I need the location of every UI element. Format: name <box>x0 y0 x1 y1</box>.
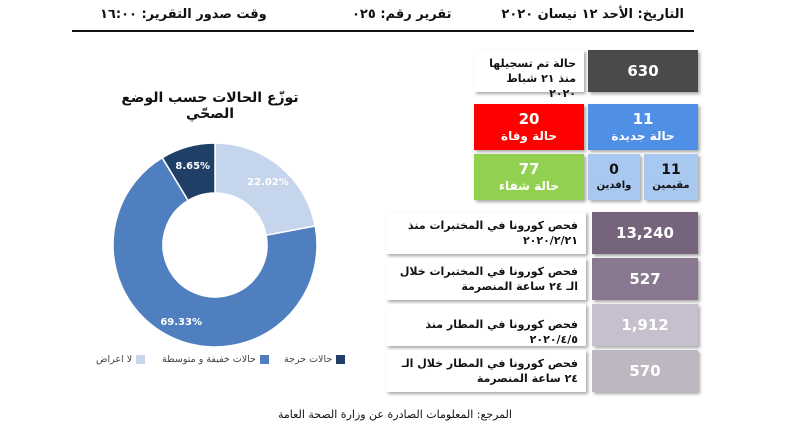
lab-tests-total-label: فحص كورونا في المختبرات منذ ٢٠٢٠/٢/٢١ <box>386 212 586 254</box>
arrivals-card: 0 وافدين <box>588 154 640 200</box>
legend-swatch <box>136 355 146 364</box>
lab-tests-24h-value: 527 <box>592 258 698 300</box>
legend-label: لا اعراض <box>96 354 133 365</box>
total-cases-value: 630 <box>588 50 698 92</box>
source-footnote: المرجع: المعلومات الصادرة عن وزارة الصحة… <box>278 408 512 421</box>
legend-swatch <box>259 355 269 364</box>
report-date: التاريخ: الأحد ١٢ نيسان ٢٠٢٠ <box>501 7 684 22</box>
chart-title: توزّع الحالات حسب الوضع الصحّي <box>121 90 299 122</box>
deaths-card: 20 حالة وفاة <box>474 104 584 150</box>
airport-tests-total-value: 1,912 <box>592 304 698 346</box>
slice-mild-moderate <box>112 156 318 348</box>
airport-tests-24h-value: 570 <box>592 350 698 392</box>
slice-critical <box>161 142 216 202</box>
deaths-value: 20 <box>518 110 540 128</box>
recovered-card: 77 حالة شفاء <box>474 154 584 200</box>
total-cases-label: حالة تم تسجيلها منذ ٢١ شباط ٢٠٢٠ <box>474 50 584 100</box>
legend-label: حالات خفيفة و متوسطة <box>162 354 256 365</box>
legend-item-no-symptoms: لا اعراض <box>96 354 146 365</box>
slice-mild-moderate-label: 69.33% <box>160 317 202 328</box>
airport-tests-total-label: فحص كورونا في المطار منذ ٢٠٢٠/٤/٥ <box>386 304 586 346</box>
lab-tests-total-value: 13,240 <box>592 212 698 254</box>
new-cases-card: 11 حالة جديدة <box>588 104 698 150</box>
deaths-label: حالة وفاة <box>500 129 558 143</box>
legend-swatch <box>336 355 346 364</box>
residents-value: 11 <box>661 162 681 178</box>
report-time: وقت صدور التقرير: ١٦:٠٠ <box>100 7 267 22</box>
slice-no-symptoms-label: 22.02% <box>247 177 289 188</box>
new-cases-label: حالة جديدة <box>611 129 675 143</box>
arrivals-value: 0 <box>609 162 619 178</box>
slice-no-symptoms <box>214 142 317 237</box>
recovered-value: 77 <box>518 160 540 178</box>
legend-label: حالات حرجة <box>284 354 333 365</box>
report-header: التاريخ: الأحد ١٢ نيسان ٢٠٢٠ تقرير رقم: … <box>72 0 694 32</box>
health-status-donut-chart: 22.02% 69.33% 8.65% <box>112 142 318 348</box>
recovered-label: حالة شفاء <box>498 179 560 193</box>
slice-critical-label: 8.65% <box>175 161 210 172</box>
report-number: تقرير رقم: ٠٢٥ <box>352 7 452 22</box>
lab-tests-24h-label: فحص كورونا في المختبرات خلال الـ ٢٤ ساعة… <box>386 258 586 300</box>
chart-legend: لا اعراض حالات خفيفة و متوسطة حالات حرجة <box>96 354 356 376</box>
airport-tests-24h-label: فحص كورونا في المطار خلال الـ ٢٤ ساعة ال… <box>386 350 586 392</box>
legend-item-mild-moderate: حالات خفيفة و متوسطة <box>162 354 269 365</box>
residents-card: 11 مقيمين <box>644 154 698 200</box>
new-cases-value: 11 <box>632 110 654 128</box>
residents-label: مقيمين <box>652 180 690 191</box>
arrivals-label: وافدين <box>596 180 632 191</box>
legend-item-critical: حالات حرجة <box>284 354 346 365</box>
